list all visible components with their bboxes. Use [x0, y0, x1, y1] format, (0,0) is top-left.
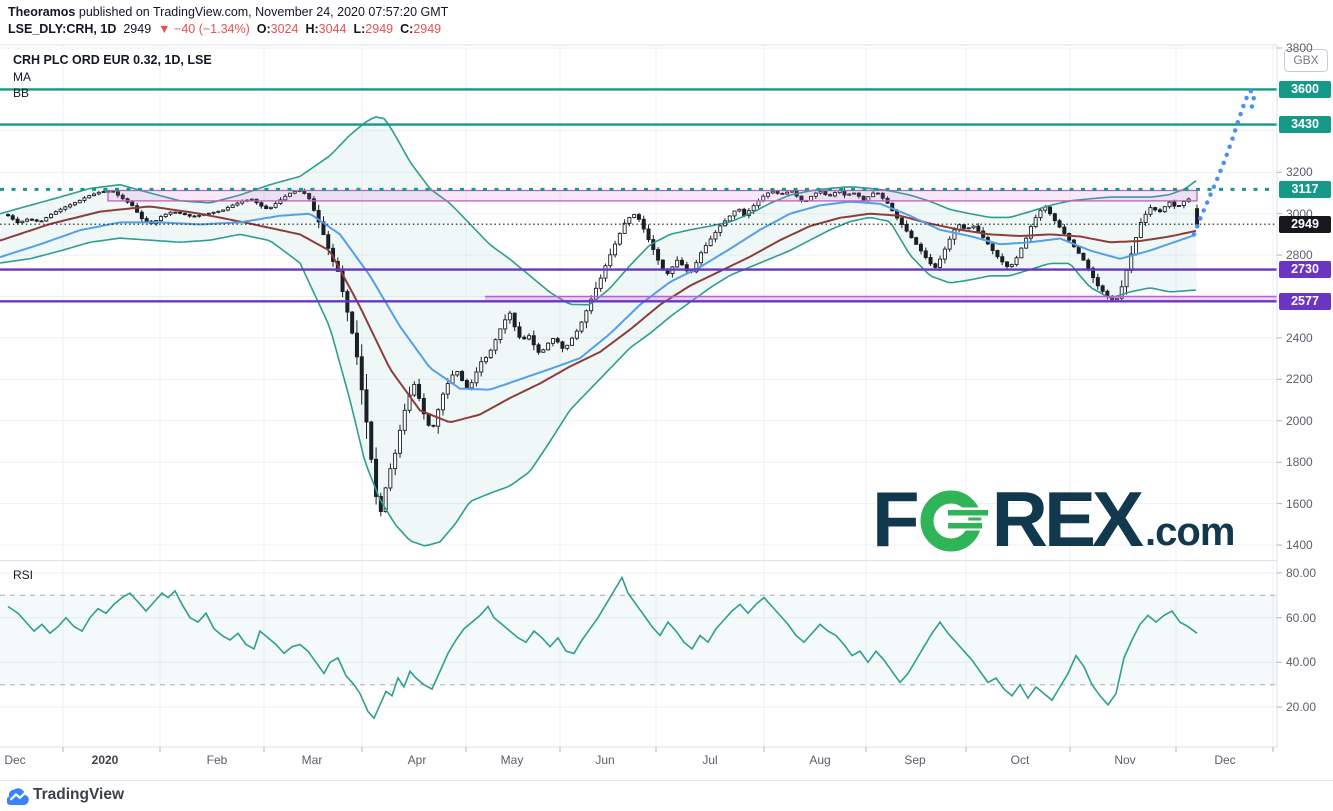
- legend-symbol-title[interactable]: CRH PLC ORD EUR 0.32, 1D, LSE: [13, 53, 212, 67]
- time-axis-label-Dec: Dec: [1214, 753, 1236, 767]
- price-badge-3430[interactable]: 3430: [1279, 116, 1331, 134]
- last-price: 2949: [123, 22, 152, 36]
- time-axis-label-Jul: Jul: [702, 753, 718, 767]
- low-value: 2949: [365, 22, 394, 36]
- price-change: ▼ −40 (−1.34%): [158, 22, 250, 36]
- price-badge-2949[interactable]: 2949: [1279, 215, 1331, 233]
- price-tick-label: 2000: [1286, 413, 1313, 428]
- currency-unit-button[interactable]: GBX: [1284, 49, 1328, 72]
- indicator-label-bb[interactable]: BB: [13, 86, 30, 100]
- indicator-label-rsi[interactable]: RSI: [13, 568, 34, 582]
- time-axis-label-Oct: Oct: [1010, 753, 1030, 767]
- header-attribution: Theoramos published on TradingView.com, …: [8, 5, 448, 19]
- rsi-tick-label: 20.00: [1286, 700, 1317, 714]
- bollinger-upper-line[interactable]: [0, 116, 1197, 306]
- price-badge-3117[interactable]: 3117: [1279, 180, 1331, 198]
- price-zone-support[interactable]: [485, 296, 1277, 302]
- watermark-forex: F REX .com: [872, 475, 1235, 563]
- time-axis-label-Feb: Feb: [206, 753, 228, 767]
- forex-o-icon: [920, 487, 990, 558]
- price-tick-label: 1800: [1286, 455, 1313, 470]
- indicator-label-ma[interactable]: MA: [13, 70, 31, 84]
- high-label: H:: [305, 22, 319, 36]
- high-value: 3044: [318, 22, 347, 36]
- time-axis-label-Aug: Aug: [809, 753, 831, 767]
- ma-fast-line[interactable]: [0, 200, 1197, 391]
- time-axis-label-May: May: [500, 753, 524, 767]
- price-badge-2730[interactable]: 2730: [1279, 261, 1331, 279]
- price-zone-resistance[interactable]: [107, 189, 1198, 202]
- rsi-tick-label: 40.00: [1286, 655, 1317, 670]
- time-axis-label-Mar: Mar: [301, 753, 323, 767]
- bollinger-band-fill: [0, 117, 1197, 546]
- rsi-tick-label: 80.00: [1286, 566, 1317, 580]
- price-tick-label: 2800: [1286, 248, 1313, 263]
- time-axis-label-2020: 2020: [91, 753, 119, 767]
- bollinger-lower-line[interactable]: [0, 217, 1197, 547]
- projection-arrow[interactable]: [1191, 88, 1257, 237]
- rsi-line[interactable]: [7, 575, 1198, 720]
- price-tick-label: 2200: [1286, 372, 1313, 387]
- price-badge-3600[interactable]: 3600: [1279, 80, 1331, 98]
- ma-slow-line[interactable]: [0, 205, 1197, 423]
- time-axis-label-Sep: Sep: [904, 753, 926, 767]
- time-axis-label-Apr: Apr: [407, 753, 427, 767]
- price-tick-label: 1400: [1286, 538, 1313, 552]
- symbol-name[interactable]: LSE_DLY:CRH, 1D: [8, 22, 117, 36]
- time-axis-label-Jun: Jun: [595, 753, 615, 767]
- symbol-info-bar: LSE_DLY:CRH, 1D 2949 ▼ −40 (−1.34%) O:3024 H…: [8, 22, 441, 36]
- price-tick-label: 3800: [1286, 41, 1313, 55]
- time-axis-label-Dec: Dec: [4, 753, 26, 767]
- tradingview-brand[interactable]: TradingView: [33, 786, 125, 803]
- rsi-tick-label: 60.00: [1286, 610, 1317, 625]
- price-tick-label: 2400: [1286, 330, 1313, 345]
- close-value: 2949: [413, 22, 442, 36]
- open-label: O:: [256, 22, 271, 36]
- open-value: 3024: [270, 22, 299, 36]
- watermark-dot-com: .com: [1145, 510, 1235, 554]
- attribution-text: published on TradingView.com, November 2…: [75, 5, 449, 19]
- watermark-letter-f: F: [872, 475, 920, 563]
- price-badge-2577[interactable]: 2577: [1279, 292, 1331, 310]
- price-tick-label: 1600: [1286, 496, 1313, 511]
- close-label: C:: [400, 22, 414, 36]
- author-name: Theoramos: [8, 5, 76, 19]
- time-axis-label-Nov: Nov: [1114, 753, 1136, 767]
- low-label: L:: [353, 22, 366, 36]
- price-tick-label: 3200: [1286, 165, 1313, 180]
- rsi-band: [0, 595, 1277, 685]
- tradingview-logo-icon[interactable]: [6, 784, 31, 811]
- watermark-letters-rex: REX: [991, 475, 1144, 563]
